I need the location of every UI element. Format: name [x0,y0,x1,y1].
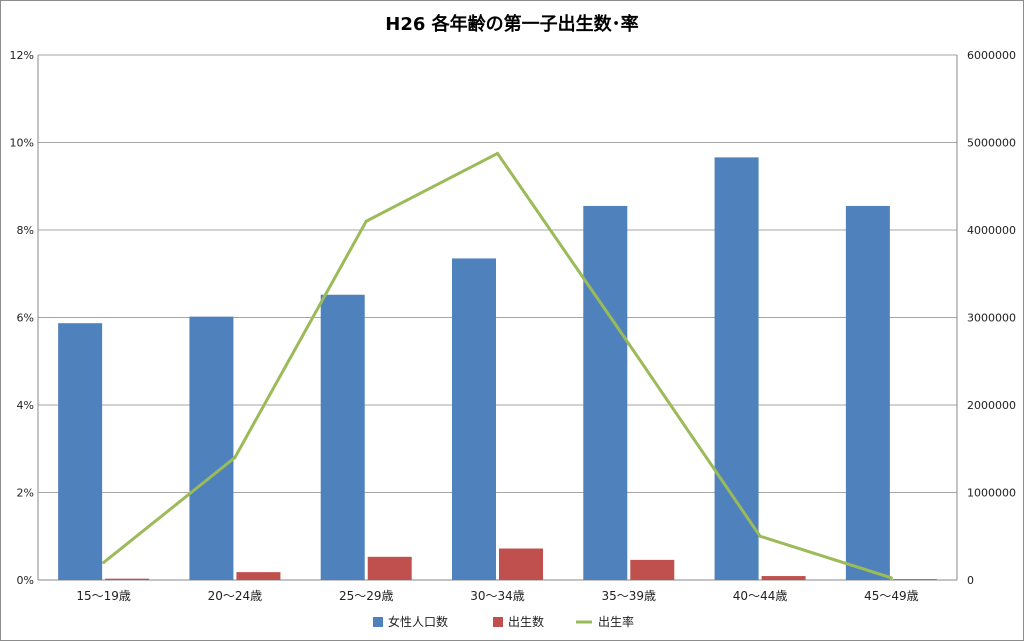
bar-births-0 [105,578,150,580]
category-label-3: 30〜34歳 [470,589,525,603]
birth-rate-point-2 [364,219,368,223]
bar-female-population-1 [189,316,234,580]
birth-rate-point-6 [889,576,893,580]
category-label-0: 15〜19歳 [76,589,131,603]
bar-births-5 [761,576,806,580]
left-tick-label: 0% [17,574,34,587]
birth-rate-point-1 [233,456,237,459]
right-tick-label: 5000000 [967,137,1016,150]
category-label-2: 25〜29歳 [339,589,394,603]
bar-female-population-5 [714,157,759,580]
bar-female-population-6 [845,205,890,580]
bar-births-3 [499,548,543,580]
bar-births-2 [367,556,412,580]
legend-label-female-population: 女性人口数 [388,614,448,629]
legend-swatch-births [493,617,503,627]
legend-label-births: 出生数 [508,614,544,629]
line-series [102,151,893,580]
left-tick-label: 2% [17,487,34,500]
legend: 女性人口数 出生数 出生率 [373,614,634,629]
chart-title: H26 各年齢の第一子出生数･率 [385,13,638,35]
birth-rate-point-3 [496,151,499,155]
right-tick-label: 0 [967,574,974,587]
right-tick-label: 1000000 [967,487,1016,500]
right-axis-ticks: 0 1000000 2000000 3000000 4000000 5000000 6000… [967,49,1016,587]
gridlines [37,54,958,581]
category-label-6: 45〜49歳 [864,589,919,603]
category-labels: 15〜19歳 20〜24歳 25〜29歳 30〜34歳 35〜39歳 40〜44歳 45〜4… [76,589,918,603]
legend-swatch-female-population [373,617,383,627]
bar-series [58,157,937,580]
bar-births-4 [630,559,675,580]
left-axis-ticks: 0% 2% 4% 6% 8% 10% 12% [10,49,34,587]
right-tick-label: 2000000 [967,399,1016,412]
legend-label-birth-rate: 出生率 [598,614,634,629]
right-tick-label: 4000000 [967,224,1016,237]
right-tick-label: 6000000 [967,49,1016,62]
category-label-4: 35〜39歳 [602,589,657,603]
birth-rate-point-4 [627,342,631,346]
bar-births-1 [236,572,281,580]
bar-female-population-2 [320,294,365,580]
category-label-1: 20〜24歳 [208,589,263,603]
right-tick-label: 3000000 [967,312,1016,325]
bar-female-population-4 [583,205,628,580]
bar-female-population-3 [452,258,496,580]
birth-rate-point-5 [758,534,762,538]
birth-rate-point-0 [102,561,106,564]
bar-female-population-0 [58,323,103,580]
left-tick-label: 10% [10,137,34,150]
bar-births-6 [892,579,937,580]
left-tick-label: 8% [17,224,34,237]
left-tick-label: 6% [17,312,34,325]
left-tick-label: 4% [17,399,34,412]
category-label-5: 40〜44歳 [733,589,788,603]
left-tick-label: 12% [10,49,34,62]
